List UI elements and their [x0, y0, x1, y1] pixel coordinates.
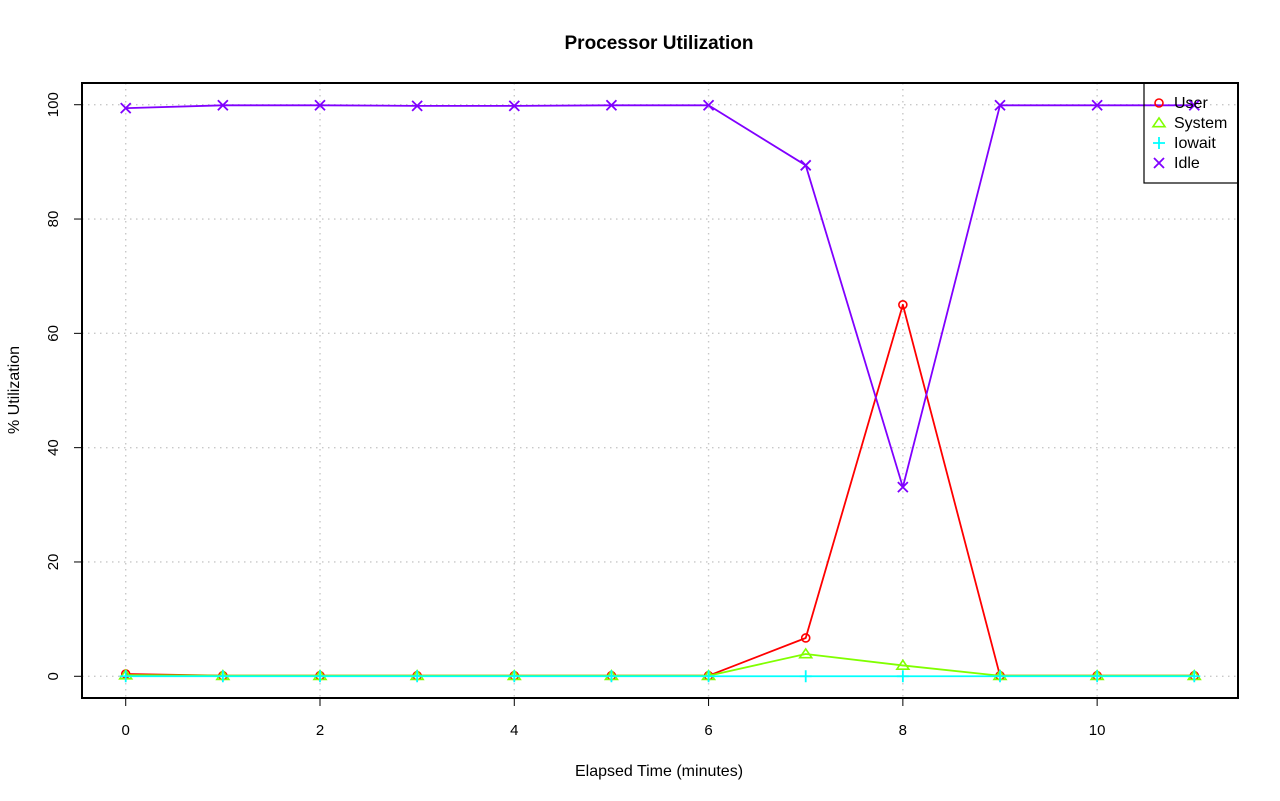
x-tick-label: 8: [899, 722, 907, 739]
legend-marker-iowait: [1153, 137, 1165, 149]
legend-label-iowait: Iowait: [1174, 135, 1216, 152]
point-idle: [800, 159, 812, 171]
x-tick-label: 2: [316, 722, 324, 739]
legend-marker-user: [1154, 98, 1164, 108]
point-idle: [605, 99, 618, 111]
point-idle: [217, 99, 229, 111]
legend-marker-system: [1151, 116, 1167, 128]
series-line-idle: [125, 104, 1195, 488]
point-iowait: [605, 670, 618, 683]
point-iowait: [1188, 670, 1201, 683]
series-iowait: [119, 670, 1201, 683]
grid: [82, 83, 1238, 698]
y-tick-label: 20: [45, 554, 62, 571]
point-iowait: [799, 670, 812, 683]
series-user: [120, 299, 1200, 681]
point-iowait: [314, 670, 326, 683]
series-system: [118, 647, 1202, 681]
point-iowait: [411, 670, 424, 683]
y-tick-label: 40: [45, 439, 62, 456]
y-tick-label: 0: [45, 672, 62, 680]
point-idle: [508, 100, 520, 112]
point-idle: [994, 99, 1006, 111]
point-iowait: [119, 670, 132, 683]
x-tick-label: 0: [122, 722, 130, 739]
y-axis-label: % Utilization: [6, 346, 23, 434]
legend-label-user: User: [1174, 95, 1208, 112]
legend-label-idle: Idle: [1174, 155, 1200, 172]
point-idle: [1091, 99, 1103, 111]
point-iowait: [896, 670, 909, 683]
plot-frame: [81, 82, 1239, 699]
series-layer: [118, 99, 1202, 683]
legend-marker-idle: [1153, 157, 1165, 169]
point-iowait: [216, 670, 229, 683]
point-user: [800, 633, 811, 643]
point-system: [895, 658, 911, 670]
y-tick-label: 100: [45, 92, 62, 117]
point-idle: [411, 100, 423, 112]
point-idle: [120, 102, 132, 114]
point-iowait: [1091, 670, 1104, 683]
series-idle: [120, 99, 1200, 493]
point-idle: [1188, 99, 1200, 111]
y-tick-label: 80: [45, 211, 62, 228]
point-idle: [702, 99, 715, 111]
series-line-user: [125, 303, 1195, 677]
point-iowait: [994, 670, 1006, 683]
chart-title: Processor Utilization: [565, 33, 754, 54]
point-system: [798, 647, 814, 659]
series-line-system: [125, 653, 1195, 677]
point-iowait: [702, 670, 715, 683]
x-tick-label: 6: [704, 722, 712, 739]
point-iowait: [508, 670, 521, 683]
y-tick-label: 60: [45, 325, 62, 342]
x-tick-label: 10: [1089, 722, 1106, 739]
x-axis-label: Elapsed Time (minutes): [575, 763, 743, 780]
point-idle: [314, 99, 326, 111]
legend-box: [1143, 82, 1239, 184]
x-tick-label: 4: [510, 722, 518, 739]
point-user: [898, 299, 908, 310]
legend: User System Iowait Idle: [1143, 82, 1239, 184]
point-idle: [897, 481, 909, 493]
legend-label-system: System: [1174, 115, 1227, 132]
